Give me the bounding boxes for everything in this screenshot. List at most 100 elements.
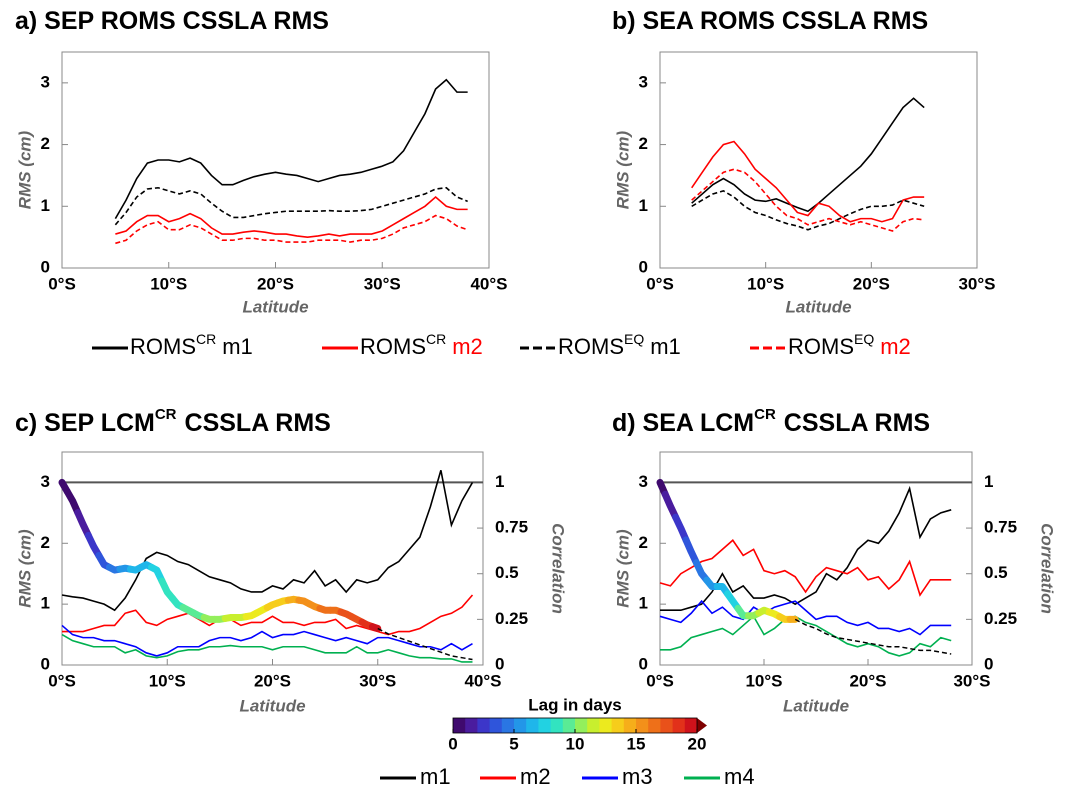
y-tick-label: 1 <box>639 196 648 215</box>
y-tick-label: 2 <box>639 533 648 552</box>
y-tick-label: 1 <box>639 594 648 613</box>
legend-label: ROMSCR m2 <box>360 331 483 359</box>
x-tick-label: 30°S <box>958 274 995 293</box>
colorbar-tick-label: 10 <box>566 734 585 753</box>
series-line <box>660 485 952 612</box>
title-end: CSSLA RMS <box>185 409 331 437</box>
lag-colored-correlation <box>63 488 82 517</box>
y2-tick-label: 0 <box>495 654 504 673</box>
panel-title: d) SEA LCMCR CSSLA RMS <box>612 406 930 437</box>
title-end: CSSLA RMS <box>784 409 930 437</box>
y-tick-label: 3 <box>41 472 50 491</box>
legend-sup: CR <box>196 331 216 347</box>
series-line <box>61 633 473 663</box>
plot-frame <box>659 51 978 269</box>
legend-name: ROMS <box>360 334 426 359</box>
colorbar-cell <box>599 718 613 733</box>
y2-tick-label: 0.75 <box>984 518 1017 537</box>
colorbar-tick-label: 5 <box>509 734 518 753</box>
series-line <box>659 599 952 636</box>
legend-sup: EQ <box>624 331 644 347</box>
series-line <box>61 624 473 657</box>
y-tick-label: 1 <box>41 196 50 215</box>
y-tick-label: 0 <box>639 654 648 673</box>
y2-tick-label: 1 <box>495 472 504 491</box>
colorbar-extend <box>697 718 707 733</box>
legend-sup: EQ <box>854 331 874 347</box>
x-tick-label: 10°S <box>747 274 784 293</box>
legend-label: ROMSCR m1 <box>130 331 253 359</box>
legend-sup: CR <box>426 331 446 347</box>
series-line <box>114 78 468 220</box>
y-tick-label: 2 <box>41 134 50 153</box>
x-tick-label: 10°S <box>149 671 186 690</box>
y-tick-label: 0 <box>639 257 648 276</box>
colorbar-cell <box>538 718 552 733</box>
title-text: d) SEA LCM <box>612 409 754 437</box>
colorbar-tick-label: 20 <box>688 734 707 753</box>
x-tick-label: 0°S <box>646 274 674 293</box>
correlation-tail <box>794 618 952 655</box>
y2-tick-label: 0.5 <box>495 563 519 582</box>
y2-tick-label: 0 <box>984 654 993 673</box>
x-tick-label: 10°S <box>150 274 187 293</box>
y-axis-label: RMS (cm) <box>613 529 632 608</box>
series-line <box>115 214 468 245</box>
title-sup: CR <box>155 406 177 423</box>
colorbar-cell <box>611 718 625 733</box>
colorbar-cell <box>501 718 515 733</box>
panel-title: a) SEP ROMS CSSLA RMS <box>15 7 329 35</box>
colorbar-cell <box>660 718 674 733</box>
y-tick-label: 0 <box>41 654 50 673</box>
title-text: b) SEA ROMS CSSLA RMS <box>612 7 928 35</box>
series-line <box>691 140 925 223</box>
colorbar-cell <box>587 718 600 733</box>
series-line <box>659 539 952 597</box>
legend-name: ROMS <box>558 334 624 359</box>
x-tick-label: 20°S <box>257 274 294 293</box>
x-tick-label: 20°S <box>254 671 291 690</box>
title-text: a) SEP ROMS CSSLA RMS <box>15 7 329 35</box>
y-axis-label: RMS (cm) <box>15 130 34 209</box>
y-tick-label: 2 <box>41 533 50 552</box>
x-tick-label: 0°S <box>646 671 674 690</box>
lag-colored-correlation <box>147 563 166 585</box>
colorbar-label: Lag in days <box>528 695 622 714</box>
y2-axis-label: Correlation <box>549 523 568 614</box>
y-tick-label: 3 <box>41 72 50 91</box>
legend-suffix: m1 <box>222 334 253 359</box>
colorbar-cell <box>453 718 466 733</box>
legend-name: ROMS <box>130 334 196 359</box>
y-tick-label: 2 <box>639 134 648 153</box>
x-axis-label: Latitude <box>239 696 305 715</box>
colorbar-cell <box>489 718 503 733</box>
series-line <box>61 470 474 612</box>
colorbar-cell <box>575 718 588 733</box>
x-tick-label: 20°S <box>853 274 890 293</box>
legend-label: m2 <box>520 764 551 789</box>
legend-label: ROMSEQ m2 <box>788 331 911 359</box>
legend-label: m1 <box>420 764 451 789</box>
plot-frame <box>61 51 490 269</box>
correlation-tail <box>377 627 473 661</box>
lag-colored-correlation <box>84 531 103 559</box>
colorbar-cell <box>636 718 649 733</box>
x-tick-label: 0°S <box>48 274 76 293</box>
x-tick-label: 0°S <box>48 671 76 690</box>
x-tick-label: 40°S <box>464 671 501 690</box>
series-line <box>115 195 468 238</box>
x-tick-label: 30°S <box>359 671 396 690</box>
title-sup: CR <box>754 406 776 423</box>
series-line <box>660 615 952 657</box>
colorbar-tick-label: 15 <box>627 734 646 753</box>
lag-colored-correlation <box>682 536 700 567</box>
lag-colored-correlation <box>368 623 382 632</box>
colorbar-cell <box>648 718 661 733</box>
colorbar-cell <box>550 718 564 733</box>
x-tick-label: 20°S <box>849 671 886 690</box>
y-tick-label: 1 <box>41 594 50 613</box>
x-axis-label: Latitude <box>242 297 308 316</box>
y-tick-label: 3 <box>639 72 648 91</box>
title-text: c) SEP LCM <box>15 409 155 437</box>
